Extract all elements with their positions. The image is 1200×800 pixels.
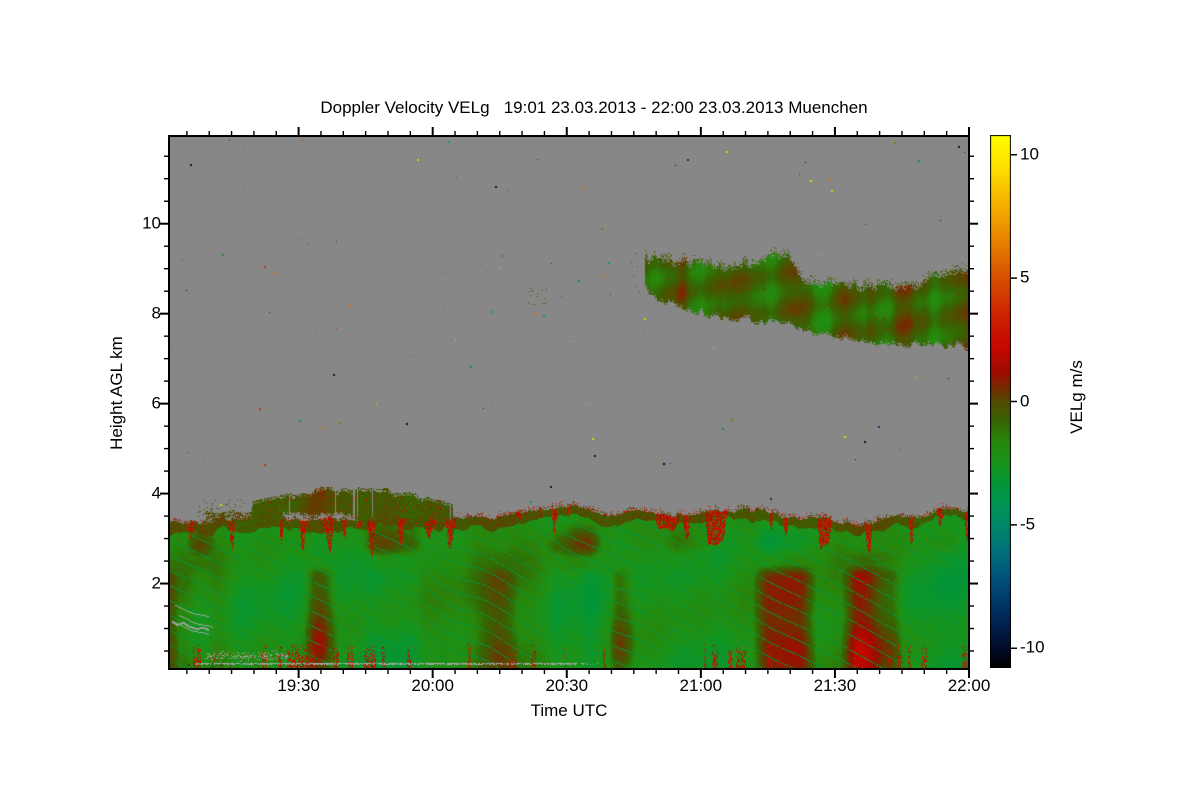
- y-axis-title: Height AGL km: [107, 336, 126, 450]
- x-tick-label: 22:00: [947, 676, 991, 695]
- chart-title: Doppler Velocity VELg 19:01 23.03.2013 -…: [320, 98, 868, 117]
- y-tick-label: 6: [151, 393, 161, 413]
- x-tick-label: 20:30: [545, 676, 589, 695]
- colorbar-title: VELg m/s: [1067, 360, 1086, 434]
- colorbar-tick-label: -5: [1020, 514, 1036, 534]
- y-tick-label: 10: [142, 213, 161, 233]
- colorbar-tick-label: 5: [1020, 267, 1030, 287]
- colorbar-tick-label: 10: [1020, 144, 1039, 164]
- y-tick-label: 8: [151, 303, 161, 323]
- velocity-heatmap-canvas: [169, 136, 969, 669]
- x-tick-label: 21:30: [813, 676, 857, 695]
- colorbar-tick-label: -10: [1020, 637, 1045, 657]
- x-tick-label: 21:00: [679, 676, 723, 695]
- x-tick-label: 20:00: [411, 676, 454, 695]
- x-tick-label: 19:30: [277, 676, 320, 695]
- y-tick-label: 2: [151, 573, 161, 593]
- x-axis-title: Time UTC: [530, 701, 608, 720]
- colorbar-tick-label: 0: [1020, 391, 1030, 411]
- colorbar-gradient-canvas: [990, 135, 1011, 668]
- y-tick-label: 4: [151, 483, 161, 503]
